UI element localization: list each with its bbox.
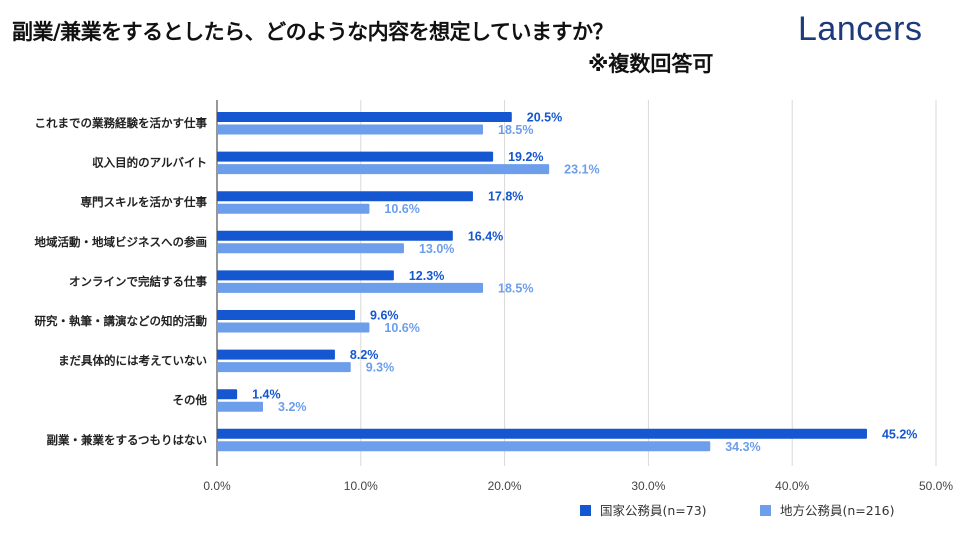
bar-local	[217, 282, 484, 293]
bar-national	[217, 112, 512, 122]
bar-local	[217, 401, 264, 412]
category-label: 専門スキルを活かす仕事	[81, 195, 208, 209]
category-label: 収入目的のアルバイト	[92, 156, 207, 170]
category-label: オンラインで完結する仕事	[69, 274, 207, 288]
data-label: 18.5%	[498, 123, 533, 137]
legend-label: 国家公務員(n=73)	[600, 503, 707, 518]
data-label: 18.5%	[498, 281, 533, 295]
legend-swatch	[580, 505, 591, 516]
bar-national	[217, 349, 335, 360]
bar-local	[217, 243, 404, 254]
bar-local	[217, 124, 484, 135]
x-tick-label: 20.0%	[488, 479, 522, 493]
lancers-logo: Lancers	[798, 10, 923, 48]
category-label: まだ具体的には考えていない	[58, 354, 207, 368]
category-label: 研究・執筆・講演などの知的活動	[35, 314, 208, 328]
data-label: 45.2%	[882, 427, 917, 441]
x-tick-label: 0.0%	[203, 479, 231, 493]
data-label: 34.3%	[725, 440, 760, 454]
data-label: 23.1%	[564, 163, 599, 177]
chart-title: 副業/兼業をするとしたら、どのような内容を想定していますか？	[12, 20, 614, 44]
bar-national	[217, 389, 238, 400]
data-label: 19.2%	[508, 150, 543, 164]
legend-label: 地方公務員(n=216)	[780, 503, 895, 518]
chart-subtitle: ※複数回答可	[588, 52, 714, 76]
data-label: 1.4%	[252, 388, 281, 402]
legend-swatch	[760, 505, 771, 516]
data-label: 10.6%	[384, 321, 419, 335]
data-label: 9.3%	[366, 361, 395, 375]
bar-local	[217, 322, 370, 333]
bar-national	[217, 230, 453, 241]
x-tick-label: 10.0%	[344, 479, 378, 493]
data-label: 8.2%	[350, 348, 379, 362]
bar-local	[217, 441, 711, 452]
bar-national	[217, 151, 494, 162]
data-label: 9.6%	[370, 309, 399, 323]
data-label: 16.4%	[468, 229, 503, 243]
bar-local	[217, 203, 370, 214]
x-tick-label: 30.0%	[631, 479, 665, 493]
category-label: 地域活動・地域ビジネスへの参画	[35, 235, 208, 249]
data-label: 3.2%	[278, 400, 307, 414]
category-label: 副業・兼業をするつもりはない	[46, 433, 207, 447]
data-label: 12.3%	[409, 269, 444, 283]
bar-local	[217, 164, 550, 175]
x-tick-label: 40.0%	[775, 479, 809, 493]
category-label: その他	[173, 393, 208, 407]
data-label: 13.0%	[419, 242, 454, 256]
category-label: これまでの業務経験を活かす仕事	[35, 116, 208, 130]
data-label: 10.6%	[384, 202, 419, 216]
bar-national	[217, 310, 356, 320]
bar-national	[217, 191, 473, 202]
bar-national	[217, 270, 394, 281]
bar-local	[217, 362, 351, 373]
data-label: 17.8%	[488, 190, 523, 204]
data-label: 20.5%	[527, 111, 562, 125]
bar-national	[217, 428, 867, 439]
x-tick-label: 50.0%	[919, 479, 953, 493]
